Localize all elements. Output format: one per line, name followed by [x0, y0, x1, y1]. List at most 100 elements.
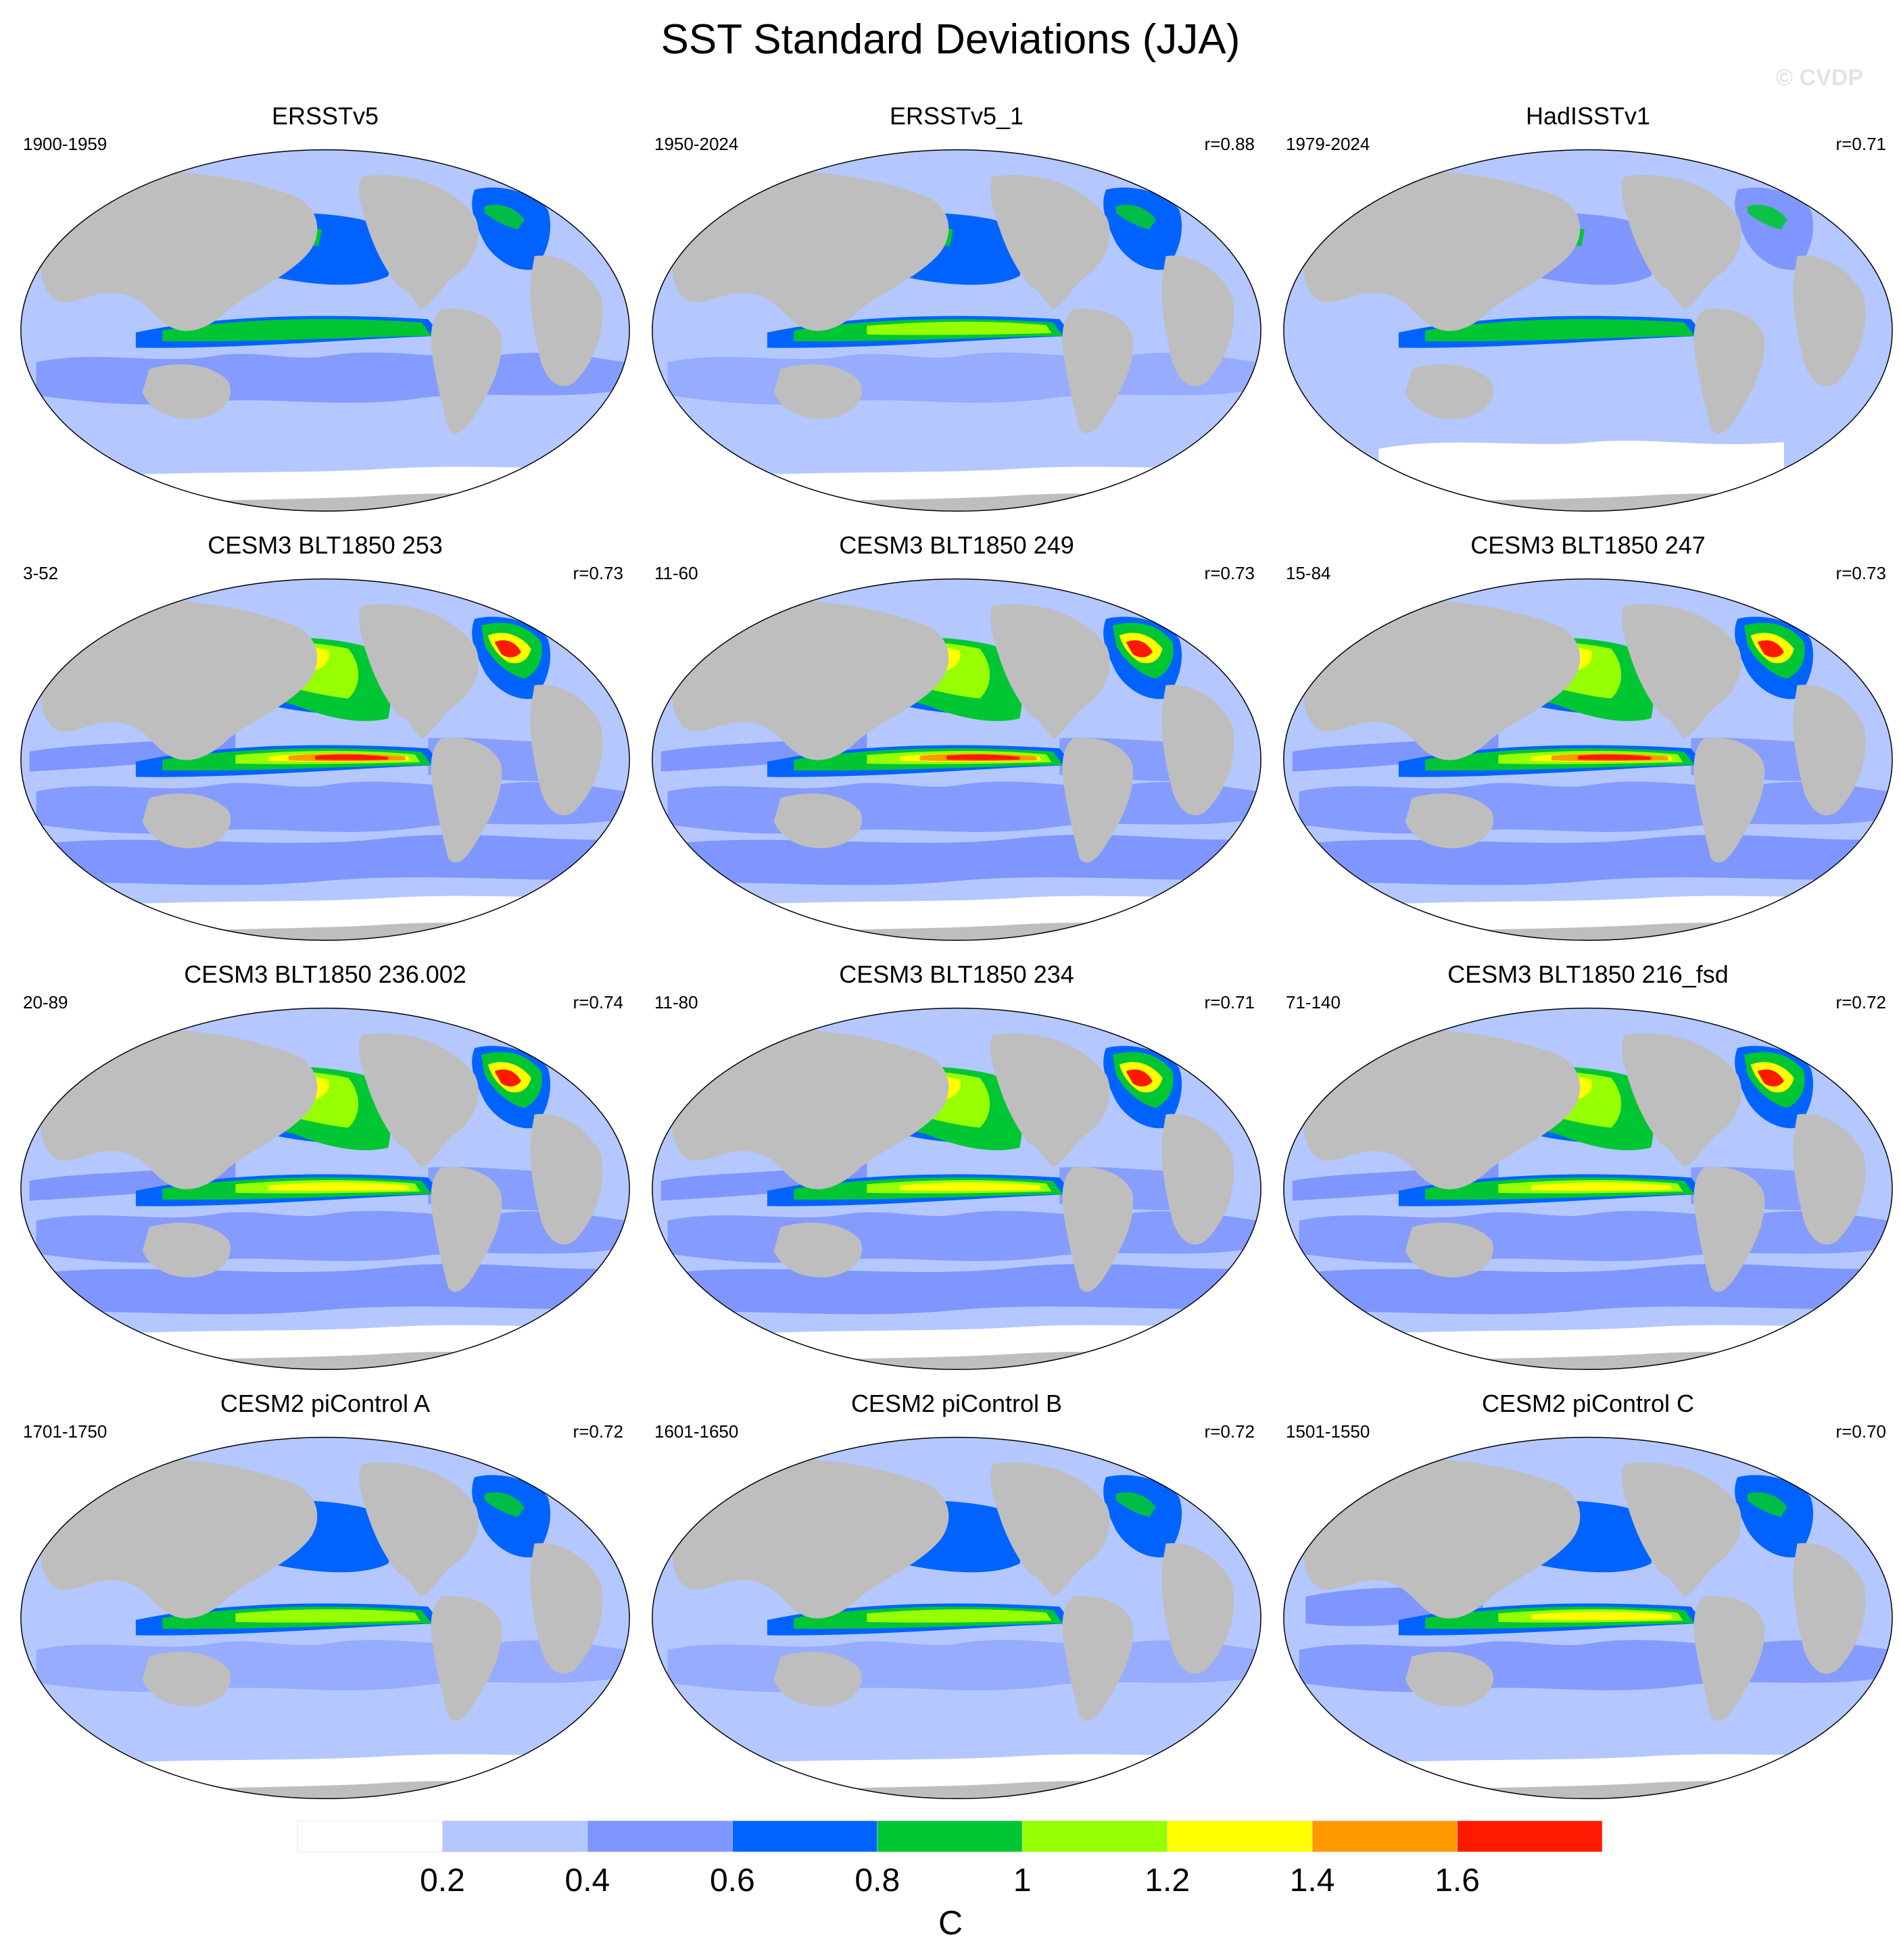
colorbar-swatch	[442, 1820, 588, 1853]
panel-period: 3-52	[23, 563, 59, 583]
south-america-land	[1062, 1167, 1134, 1292]
panel-period: 15-84	[1286, 563, 1331, 583]
north-america-land	[1621, 1463, 1741, 1597]
map-panel: CESM3 BLT1850 249 11-60 r=0.73	[642, 531, 1271, 963]
australia-land	[1405, 364, 1494, 419]
map-content	[20, 1437, 630, 1799]
figure-title: SST Standard Deviations (JJA)	[660, 16, 1241, 63]
cold-tongue-yellow	[1531, 1182, 1673, 1192]
colorbar-unit-label: C	[938, 1904, 963, 1942]
panel-pattern-correlation: r=0.71	[1835, 134, 1886, 154]
cold-tongue-lime	[867, 1609, 1052, 1623]
eurasia-land	[40, 1029, 318, 1190]
sst-std-map	[652, 149, 1261, 512]
panel-title: ERSSTv5	[271, 102, 379, 130]
map-panel: CESM2 piControl A 1701-1750 r=0.72	[11, 1389, 640, 1821]
map-content	[652, 149, 1261, 512]
gulf-stream-red	[1757, 640, 1784, 658]
panel-period: 11-80	[654, 992, 698, 1012]
map-content	[1283, 149, 1893, 512]
cold-tongue-lime	[867, 322, 1052, 335]
colorbar-swatch	[587, 1820, 733, 1853]
panel-title: CESM3 BLT1850 236.002	[184, 960, 466, 988]
australia-land	[142, 364, 231, 419]
equatorial-green	[162, 319, 432, 342]
south-america-land	[431, 737, 502, 863]
colorbar-swatch	[1457, 1820, 1603, 1853]
sst-std-map	[20, 149, 630, 512]
map-outline	[1283, 578, 1893, 941]
panel-pattern-correlation: r=0.73	[1204, 563, 1255, 583]
gulf-stream-green	[484, 204, 525, 230]
gulf-stream-red	[1126, 640, 1153, 658]
map-panel: CESM2 piControl C 1501-1550 r=0.70	[1274, 1389, 1901, 1821]
map-content	[20, 149, 630, 512]
north-america-land	[358, 1033, 479, 1168]
eurasia-land	[40, 600, 318, 760]
africa-land	[1793, 1114, 1866, 1245]
cold-tongue-yellow	[1531, 1611, 1673, 1621]
map-panel: CESM3 BLT1850 236.002 20-89 r=0.74	[11, 960, 640, 1392]
gulf-stream-green	[1747, 1492, 1787, 1517]
eurasia-land	[1303, 171, 1581, 331]
map-panel: ERSSTv5_1 1950-2024 r=0.88	[642, 101, 1271, 534]
gulf-stream-red	[494, 640, 521, 658]
north-america-land	[990, 1463, 1110, 1597]
southern-ocean-band	[1283, 894, 1893, 941]
colorbar-tick-label: 0.8	[855, 1863, 900, 1898]
panel-title: CESM3 BLT1850 247	[1470, 531, 1706, 559]
colorbar-tick-label: 1.4	[1290, 1863, 1335, 1898]
panel-pattern-correlation: r=0.88	[1204, 134, 1255, 154]
sst-std-map	[1283, 1436, 1893, 1800]
gulf-stream-green	[1115, 204, 1156, 230]
cold-tongue-red	[1578, 754, 1652, 760]
panel-period: 1701-1750	[23, 1421, 107, 1442]
map-outline	[20, 578, 630, 941]
map-panel: CESM3 BLT1850 247 15-84 r=0.73	[1274, 531, 1901, 963]
cold-tongue-lime	[235, 1609, 420, 1623]
africa-land	[1161, 1114, 1234, 1245]
eurasia-land	[40, 1459, 318, 1619]
australia-land	[142, 793, 231, 848]
panel-pattern-correlation: r=0.72	[1835, 992, 1886, 1012]
map-panel: CESM3 BLT1850 216_fsd 71-140 r=0.72	[1274, 960, 1901, 1392]
southern-ocean-band	[652, 1323, 1261, 1370]
cold-tongue-yellow	[900, 1182, 1041, 1192]
north-america-land	[358, 604, 479, 739]
panel-period: 1979-2024	[1286, 134, 1370, 154]
map-outline	[1283, 1007, 1893, 1371]
africa-land	[530, 1114, 603, 1245]
colorbar-tick-label: 0.6	[710, 1863, 755, 1898]
eurasia-land	[1303, 1029, 1581, 1190]
map-panel: HadISSTv1 1979-2024 r=0.71	[1274, 101, 1901, 534]
map-panel: CESM3 BLT1850 253 3-52 r=0.73	[11, 531, 640, 963]
map-content	[652, 1437, 1261, 1799]
eurasia-land	[1303, 600, 1581, 760]
colorbar-tick-label: 1.2	[1145, 1863, 1190, 1898]
map-outline	[652, 1007, 1261, 1371]
south-america-land	[1693, 1596, 1765, 1721]
panel-pattern-correlation: r=0.72	[573, 1421, 623, 1442]
north-america-land	[1621, 604, 1741, 739]
north-america-land	[358, 1463, 479, 1597]
north-america-land	[1621, 175, 1741, 310]
south-america-land	[431, 308, 502, 434]
australia-land	[773, 1223, 863, 1277]
north-america-land	[990, 604, 1110, 739]
panel-title: CESM2 piControl B	[850, 1390, 1063, 1417]
map-panel: ERSSTv5 1900-1959	[11, 101, 640, 534]
map-panel: CESM2 piControl B 1601-1650 r=0.72	[642, 1389, 1271, 1821]
colorbar-swatch	[1312, 1820, 1458, 1853]
panel-pattern-correlation: r=0.73	[1835, 563, 1886, 583]
eurasia-land	[671, 600, 949, 760]
australia-land	[1405, 793, 1494, 848]
panel-title: ERSSTv5_1	[889, 102, 1024, 130]
panel-title: CESM3 BLT1850 249	[839, 531, 1074, 559]
eurasia-land	[1303, 1459, 1581, 1619]
colorbar-tick-label: 0.2	[420, 1863, 465, 1898]
map-outline	[652, 149, 1261, 512]
sst-std-map	[652, 578, 1261, 941]
sst-std-map	[20, 1436, 630, 1800]
panel-period: 1950-2024	[654, 134, 739, 154]
australia-land	[773, 793, 863, 848]
